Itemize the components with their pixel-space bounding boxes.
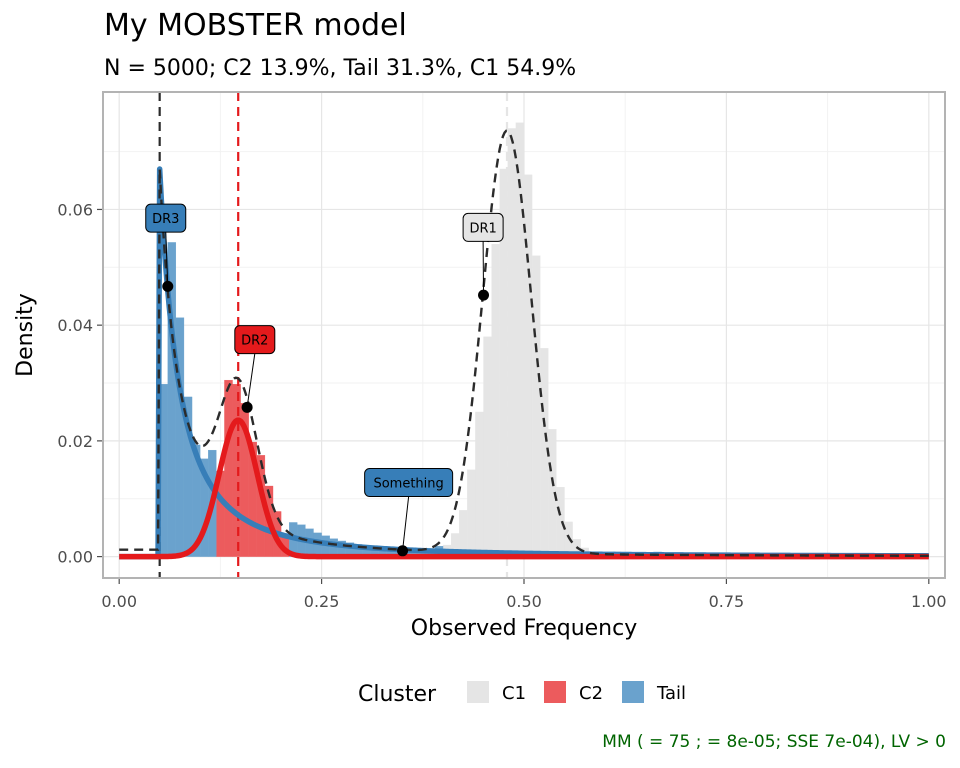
annotation-label: DR3 xyxy=(152,212,179,227)
panel-border xyxy=(102,91,946,579)
legend-label: Tail xyxy=(656,683,686,704)
annotation-leader xyxy=(165,232,169,287)
histogram-bar-c1 xyxy=(467,469,476,557)
histogram-bar-c1 xyxy=(531,255,541,557)
annotation-label: DR2 xyxy=(241,334,268,349)
chart-subtitle: N = 5000; C2 13.9%, Tail 31.3%, C1 54.9% xyxy=(104,56,576,81)
annotation-label-box xyxy=(234,325,276,355)
x-tick-label: 0.50 xyxy=(506,592,542,611)
y-tick-label: 0.02 xyxy=(57,432,93,451)
mixture-density-curve xyxy=(119,129,929,558)
caption: MM ( = 75 ; = 8e-05; SSE 7e-04), LV > 0 xyxy=(602,732,946,752)
histogram-bar-c1 xyxy=(491,244,500,557)
density-curves xyxy=(118,129,930,560)
annotation-label-box xyxy=(145,203,187,233)
x-tick-label: 0.00 xyxy=(101,592,137,611)
annotation-label: DR1 xyxy=(469,221,496,236)
annotation-point xyxy=(241,401,253,413)
chart-title: My MOBSTER model xyxy=(104,8,407,43)
x-tick-label: 0.25 xyxy=(304,592,340,611)
y-tick-label: 0.06 xyxy=(57,200,93,219)
legend: Cluster C1 C2 Tail xyxy=(358,681,686,707)
annotation-point xyxy=(478,289,490,301)
annotation-label-box xyxy=(462,212,504,242)
x-tick-label: 0.75 xyxy=(709,592,745,611)
y-axis-title: Density xyxy=(13,293,38,377)
annotation-leader xyxy=(246,353,256,408)
legend-key-c1 xyxy=(467,681,489,703)
legend-label: C1 xyxy=(502,683,526,704)
x-axis: 0.00 0.25 0.50 0.75 1.00 xyxy=(101,579,947,611)
histogram-bar-c2 xyxy=(232,384,241,557)
histogram-bar-c1 xyxy=(475,411,484,557)
y-axis: 0.00 0.02 0.04 0.06 xyxy=(57,200,102,567)
legend-label: C2 xyxy=(579,683,603,704)
annotations: DR3 DR2 DR1 Something xyxy=(145,203,504,557)
histogram-bars xyxy=(159,122,662,557)
histogram-bar-c1 xyxy=(507,128,517,557)
x-axis-title: Observed Frequency xyxy=(411,616,638,641)
annotation-label-box xyxy=(364,468,454,498)
y-tick-label: 0.04 xyxy=(57,316,93,335)
legend-title: Cluster xyxy=(358,682,437,707)
legend-key-tail xyxy=(622,681,644,703)
annotation-point xyxy=(162,280,174,292)
y-tick-label: 0.00 xyxy=(57,548,93,567)
annotation-leader xyxy=(402,496,410,551)
histogram-bar-c1 xyxy=(483,336,492,557)
histogram-bar-c2 xyxy=(224,379,233,557)
annotation-point xyxy=(397,545,409,557)
x-tick-label: 1.00 xyxy=(911,592,947,611)
annotation-label: Something xyxy=(373,477,443,492)
legend-key-c2 xyxy=(544,681,566,703)
